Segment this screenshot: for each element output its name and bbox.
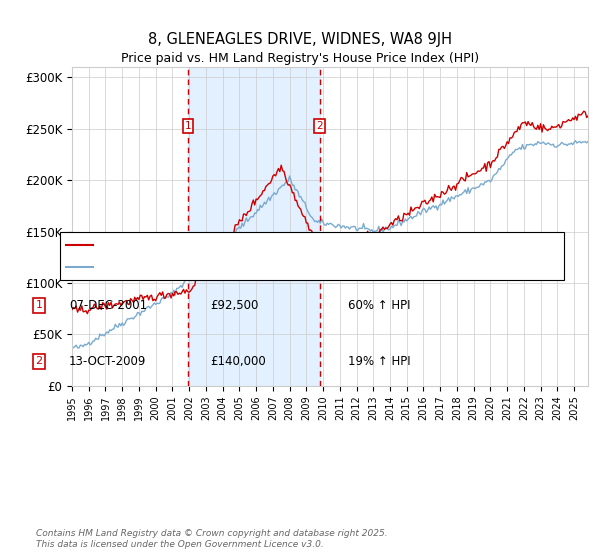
Text: 2: 2 xyxy=(316,121,323,130)
Bar xyxy=(188,67,320,385)
Text: Price paid vs. HM Land Registry's House Price Index (HPI): Price paid vs. HM Land Registry's House … xyxy=(121,52,479,66)
Text: 60% ↑ HPI: 60% ↑ HPI xyxy=(348,298,410,312)
Text: 19% ↑ HPI: 19% ↑ HPI xyxy=(348,354,410,368)
Text: 13-OCT-2009: 13-OCT-2009 xyxy=(69,354,146,368)
Text: £140,000: £140,000 xyxy=(210,354,266,368)
Text: 07-DEC-2001: 07-DEC-2001 xyxy=(69,298,147,312)
Text: 8, GLENEAGLES DRIVE, WIDNES, WA8 9JH (semi-detached house): 8, GLENEAGLES DRIVE, WIDNES, WA8 9JH (se… xyxy=(99,240,457,250)
Text: 2: 2 xyxy=(35,356,43,366)
Text: 1: 1 xyxy=(35,300,43,310)
Text: £92,500: £92,500 xyxy=(210,298,259,312)
Text: 8, GLENEAGLES DRIVE, WIDNES, WA8 9JH: 8, GLENEAGLES DRIVE, WIDNES, WA8 9JH xyxy=(148,32,452,46)
Text: Contains HM Land Registry data © Crown copyright and database right 2025.
This d: Contains HM Land Registry data © Crown c… xyxy=(36,529,388,549)
Text: 1: 1 xyxy=(185,121,191,130)
Text: HPI: Average price, semi-detached house, Halton: HPI: Average price, semi-detached house,… xyxy=(99,262,367,272)
